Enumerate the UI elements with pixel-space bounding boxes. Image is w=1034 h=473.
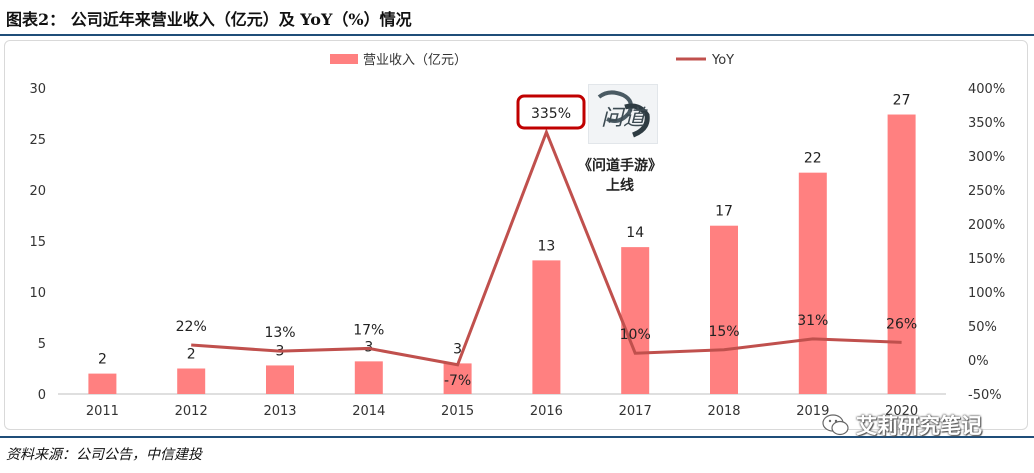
yoy-value-label: 13% (264, 325, 295, 341)
bar-value-label: 2 (98, 352, 107, 368)
x-tick-label: 2014 (352, 404, 385, 419)
bar (621, 247, 650, 394)
peak-label: 335% (531, 106, 571, 122)
game-logo-text: 问道 (601, 106, 648, 131)
yoy-value-label: 17% (353, 322, 384, 338)
legend-bar-swatch (330, 54, 358, 64)
bar-value-label: 27 (893, 93, 911, 109)
x-tick-label: 2016 (530, 404, 563, 419)
bar (887, 114, 916, 395)
bar (443, 363, 472, 394)
watermark-text: 艾莉研究笔记 (856, 414, 982, 438)
peak-highlight-box (516, 94, 586, 130)
bar-series (88, 114, 916, 395)
right-tick-label: 350% (968, 116, 1005, 131)
chart-title: 图表2： 公司近年来营业收入（亿元）及 YoY（%）情况 (6, 10, 412, 29)
bar-value-label: 22 (804, 151, 822, 167)
x-tick-label: 2013 (263, 404, 296, 419)
left-tick-label: 30 (29, 82, 46, 97)
yoy-value-label: 15% (708, 324, 739, 340)
left-tick-label: 0 (38, 388, 46, 403)
left-tick-label: 10 (29, 286, 46, 301)
x-tick-label: 2018 (707, 404, 740, 419)
x-tick-label: 2019 (796, 404, 829, 419)
left-tick-label: 15 (29, 235, 46, 250)
left-tick-label: 25 (29, 133, 46, 148)
right-tick-label: 50% (968, 320, 997, 335)
yoy-line (191, 128, 902, 367)
yoy-labels: 22% 13% 17% -7% 10% 15% 31% 26% (176, 313, 918, 389)
bar-value-label: 13 (537, 238, 555, 254)
right-tick-label: 400% (968, 82, 1005, 97)
yoy-value-label: 31% (797, 313, 828, 329)
bar-value-label: 14 (626, 225, 644, 241)
bar (798, 172, 827, 394)
bar (88, 373, 117, 394)
brush-stroke-1 (597, 90, 633, 123)
left-tick-label: 5 (38, 337, 46, 352)
legend-line-label: YoY (711, 53, 734, 68)
x-tick-label: 2015 (441, 404, 474, 419)
game-logo: 问道 (588, 84, 658, 144)
source-note: 资料来源：公司公告，中信建投 (6, 447, 202, 463)
game-launch-note-line1: 《问道手游》 (578, 157, 662, 174)
right-axis: -50% 0% 50% 100% 150% 200% 250% 300% 350% 400% (968, 82, 1005, 403)
right-tick-label: 150% (968, 252, 1005, 267)
x-tick-label: 2011 (86, 404, 119, 419)
left-tick-label: 20 (29, 184, 46, 199)
bar (354, 361, 383, 394)
right-tick-label: 250% (968, 184, 1005, 199)
x-axis: 2011 2012 2013 2014 2015 2016 2017 2018 2019 2020 (86, 404, 918, 419)
yoy-value-label: 10% (620, 327, 651, 343)
wechat-icon (822, 414, 849, 436)
bar (177, 368, 206, 394)
yoy-value-label: -7% (444, 373, 471, 389)
left-axis: 0 5 10 15 20 25 30 (29, 82, 46, 403)
bar (710, 225, 738, 394)
bar-value-label: 17 (715, 204, 733, 220)
yoy-value-label: 22% (176, 319, 207, 335)
bar (532, 260, 561, 394)
brush-stroke-2 (624, 103, 650, 138)
x-tick-label: 2017 (619, 404, 652, 419)
bar (266, 365, 294, 394)
x-tick-label: 2020 (885, 404, 918, 419)
game-launch-note-line2: 上线 (606, 177, 634, 194)
bottom-rule (0, 436, 1034, 438)
x-tick-label: 2012 (175, 404, 208, 419)
legend-bar-label: 营业收入（亿元） (363, 53, 467, 68)
bar-value-label: 2 (187, 347, 196, 363)
chart-frame (4, 40, 1028, 430)
right-tick-label: -50% (968, 388, 1002, 403)
right-tick-label: 0% (968, 354, 989, 369)
right-tick-label: 300% (968, 150, 1005, 165)
right-tick-label: 200% (968, 218, 1005, 233)
legend: 营业收入（亿元） YoY (330, 53, 734, 68)
bar-value-label: 3 (453, 341, 462, 357)
watermark: 艾莉研究笔记 (822, 410, 982, 440)
right-tick-label: 100% (968, 286, 1005, 301)
game-logo-art: 问道 (597, 90, 650, 138)
top-rule (0, 34, 1034, 36)
yoy-value-label: 26% (886, 316, 917, 332)
